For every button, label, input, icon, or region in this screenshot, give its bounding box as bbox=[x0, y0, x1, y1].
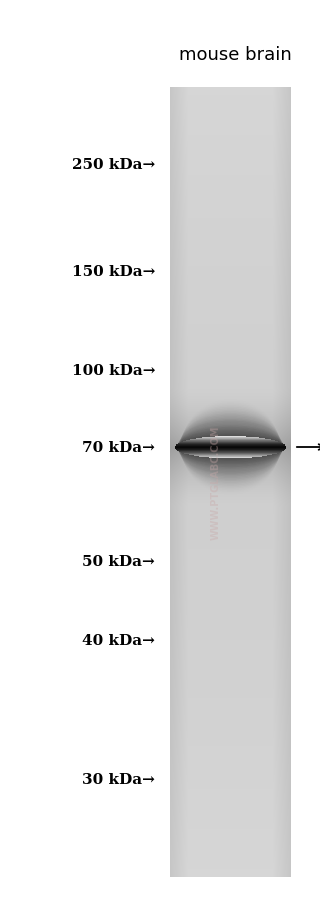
Text: 30 kDa→: 30 kDa→ bbox=[82, 772, 155, 787]
Text: 50 kDa→: 50 kDa→ bbox=[82, 555, 155, 568]
Ellipse shape bbox=[177, 430, 284, 465]
Text: 250 kDa→: 250 kDa→ bbox=[72, 158, 155, 171]
Ellipse shape bbox=[176, 434, 284, 462]
Text: 40 kDa→: 40 kDa→ bbox=[82, 633, 155, 648]
Text: 70 kDa→: 70 kDa→ bbox=[82, 440, 155, 455]
Text: 150 kDa→: 150 kDa→ bbox=[72, 264, 155, 279]
Text: mouse brain: mouse brain bbox=[179, 46, 292, 64]
Ellipse shape bbox=[177, 432, 284, 463]
Text: WWW.PTGLABC.COM: WWW.PTGLABC.COM bbox=[211, 426, 220, 539]
Ellipse shape bbox=[176, 437, 285, 458]
Ellipse shape bbox=[176, 435, 285, 460]
Text: 100 kDa→: 100 kDa→ bbox=[71, 364, 155, 378]
